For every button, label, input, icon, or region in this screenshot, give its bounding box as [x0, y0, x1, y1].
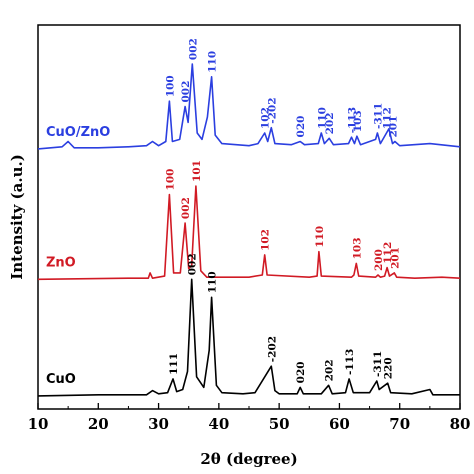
x-tick-label: 40	[208, 415, 229, 433]
peak-label: 002	[180, 81, 192, 103]
peak-label: -202	[266, 336, 278, 362]
peak-label: 202	[324, 112, 336, 134]
y-axis-label: Intensity (a.u.)	[8, 154, 26, 280]
peak-label: 110	[316, 107, 328, 129]
peak-label: 002	[187, 253, 199, 275]
peak-label: 110	[207, 271, 219, 293]
peak-label: -311	[372, 103, 384, 129]
peak-label: 101	[191, 160, 203, 182]
x-tick-label: 80	[450, 415, 471, 433]
peak-label: 112	[382, 242, 394, 264]
peak-label: 112	[382, 107, 394, 129]
x-tick-label: 30	[148, 415, 169, 433]
plot-frame	[37, 24, 461, 410]
peak-label: 111	[168, 353, 180, 375]
x-tick-label: 50	[269, 415, 290, 433]
peak-label: -113	[347, 107, 359, 133]
peak-label: 020	[295, 116, 307, 138]
peak-label: 102	[260, 107, 272, 129]
peak-label: -202	[266, 97, 278, 123]
x-tick-label: 70	[389, 415, 410, 433]
peak-label: 002	[180, 197, 192, 219]
peak-label: 202	[324, 359, 336, 381]
peak-label: 110	[207, 51, 219, 73]
series-line	[37, 278, 460, 397]
x-tick-label: 10	[28, 415, 49, 433]
series-name-label: CuO	[46, 372, 76, 387]
peak-label: 100	[164, 169, 176, 191]
x-axis-label: 2θ (degree)	[200, 450, 297, 468]
series-name-label: CuO/ZnO	[46, 125, 110, 140]
series-line	[37, 63, 461, 150]
x-ticks: 10 20 30 40 50 60 70 80	[28, 403, 471, 433]
peak-label: -311	[372, 351, 384, 377]
peak-label: 102	[260, 229, 272, 251]
peak-label: 002	[187, 38, 199, 60]
peak-label: 110	[314, 226, 326, 248]
peak-label: -113	[344, 349, 356, 375]
peak-label: 103	[351, 237, 363, 259]
x-tick-label: 20	[88, 415, 109, 433]
peak-label: 100	[164, 75, 176, 97]
x-tick-label: 60	[329, 415, 350, 433]
peak-label: 220	[383, 357, 395, 379]
peak-label: 201	[389, 247, 401, 269]
peak-label: 201	[387, 116, 399, 138]
peak-label: 103	[352, 110, 364, 132]
peak-label: 200	[373, 249, 385, 271]
peak-label: 020	[295, 361, 307, 383]
series-line	[37, 185, 461, 281]
series-name-label: ZnO	[46, 255, 76, 270]
